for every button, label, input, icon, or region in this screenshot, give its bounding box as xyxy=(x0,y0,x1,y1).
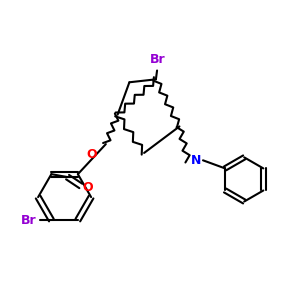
Text: Br: Br xyxy=(149,53,165,66)
Text: Br: Br xyxy=(21,214,36,226)
Text: O: O xyxy=(86,148,97,161)
Text: O: O xyxy=(82,181,93,194)
Text: N: N xyxy=(190,154,201,167)
